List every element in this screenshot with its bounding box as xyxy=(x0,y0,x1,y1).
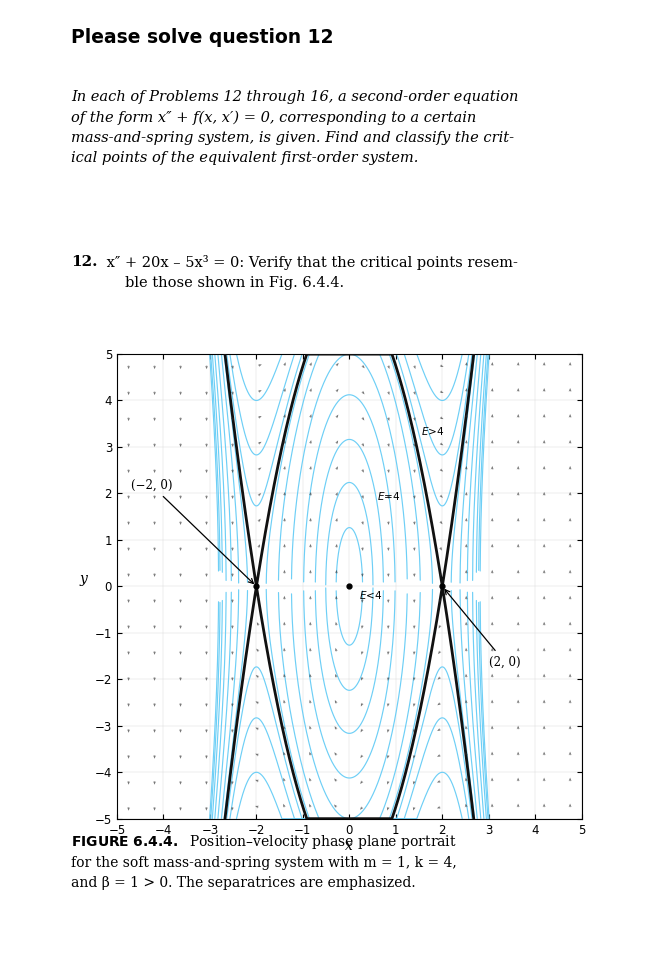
Text: $E\!<\!4$: $E\!<\!4$ xyxy=(358,590,383,601)
Text: In each of Problems 12 through 16, a second-order equation
of the form x″ + f(x,: In each of Problems 12 through 16, a sec… xyxy=(71,91,518,165)
Text: $E\!=\!4$: $E\!=\!4$ xyxy=(377,490,401,503)
Text: $E\!>\!4$: $E\!>\!4$ xyxy=(421,426,445,437)
Text: 12.: 12. xyxy=(71,255,97,268)
Text: x″ + 20x – 5x³ = 0: Verify that the critical points resem-
     ble those shown : x″ + 20x – 5x³ = 0: Verify that the crit… xyxy=(103,255,518,290)
Text: (2, 0): (2, 0) xyxy=(445,590,520,669)
Y-axis label: y: y xyxy=(80,572,88,587)
X-axis label: x: x xyxy=(345,839,353,853)
Text: (−2, 0): (−2, 0) xyxy=(131,479,253,584)
Text: Please solve question 12: Please solve question 12 xyxy=(71,28,334,47)
Text: $\mathbf{FIGURE\ 6.4.4.}$  Position–velocity phase plane portrait
for the soft m: $\mathbf{FIGURE\ 6.4.4.}$ Position–veloc… xyxy=(71,833,456,890)
